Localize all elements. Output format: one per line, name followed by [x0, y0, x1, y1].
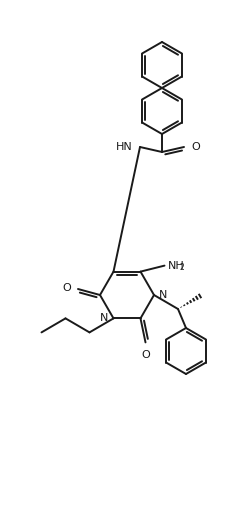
Text: HN: HN [116, 142, 133, 152]
Text: N: N [159, 290, 167, 300]
Text: O: O [141, 351, 150, 360]
Text: 2: 2 [179, 263, 184, 272]
Text: N: N [100, 313, 109, 324]
Text: O: O [191, 142, 200, 152]
Text: NH: NH [168, 261, 184, 271]
Text: O: O [62, 283, 71, 293]
